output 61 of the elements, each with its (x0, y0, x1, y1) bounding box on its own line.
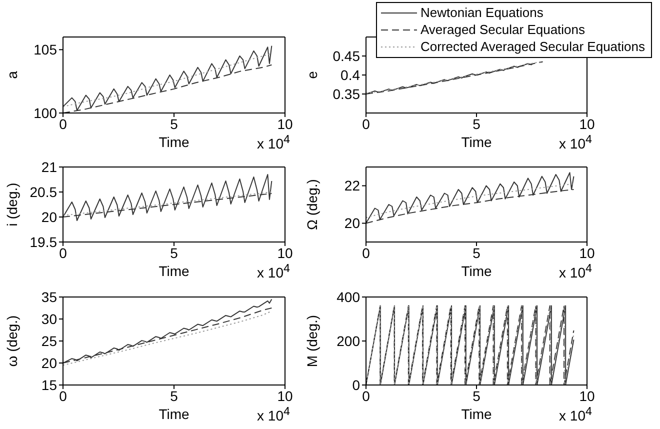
y-tick-label: 100 (34, 104, 58, 121)
x-axis-title: Time (158, 406, 190, 422)
text: x 10$^{4}$ (559, 262, 592, 281)
x-axis-title: Time (461, 406, 492, 422)
legend-label: Averaged Secular Equations (420, 21, 586, 38)
line-series (366, 183, 574, 218)
x-tick-label: 5 (170, 116, 178, 132)
text: x 10$^{4}$ (559, 405, 592, 424)
y-tick-label: 22 (344, 178, 360, 194)
y-axis-title: ω (deg.) (4, 315, 20, 367)
x-tick-label: 10 (277, 244, 293, 261)
x-axis-title: Time (461, 263, 492, 279)
y-axis-title: Ω (deg.) (304, 179, 320, 230)
y-axis-title: a (4, 70, 20, 79)
legend-label: Newtonian Equations (420, 4, 544, 21)
y-tick-label: 25 (41, 332, 58, 349)
x-tick-label: 0 (59, 244, 68, 261)
legend-label: Corrected Averaged Secular Equations (420, 38, 645, 55)
x-tick-label: 0 (362, 388, 370, 404)
x-tick-label: 0 (362, 244, 370, 261)
y-tick-label: 0.45 (332, 48, 360, 64)
x-tick-label: 10 (579, 388, 595, 404)
y-tick-label: 400 (336, 288, 360, 305)
line-series (63, 52, 272, 108)
x-tick-label: 5 (170, 244, 178, 261)
x-tick-label: 10 (277, 116, 293, 132)
y-tick-label: 35 (41, 288, 58, 305)
x-tick-label: 5 (472, 388, 481, 404)
x-tick-label: 5 (472, 116, 481, 132)
y-axis-title: e (304, 70, 320, 79)
y-tick-label: 19.5 (30, 234, 58, 250)
x-tick-label: 10 (579, 116, 595, 132)
text: x 10$^{4}$ (257, 405, 290, 424)
x-tick-label: 10 (579, 244, 595, 261)
y-axis-title: M (deg.) (304, 314, 320, 368)
y-tick-label: 20 (41, 208, 58, 225)
x-tick-label: 0 (362, 116, 370, 132)
y-tick-label: 21 (41, 158, 58, 175)
y-tick-label: 105 (34, 42, 58, 58)
y-tick-label: 0 (352, 376, 360, 393)
y-tick-label: 30 (41, 310, 58, 327)
line-series (63, 45, 272, 111)
y-axis-title: i (deg.) (4, 182, 20, 226)
y-tick-label: 0.4 (340, 66, 360, 83)
y-tick-label: 0.35 (332, 86, 360, 102)
x-axis-title: Time (158, 263, 190, 279)
y-tick-label: 200 (336, 332, 360, 349)
text: x 10$^{4}$ (559, 133, 592, 152)
y-tick-label: 20 (41, 354, 58, 371)
x-axis-title: Time (158, 134, 190, 150)
x-tick-label: 0 (59, 388, 68, 404)
y-tick-label: 15 (41, 376, 58, 393)
text: x 10$^{4}$ (257, 133, 290, 152)
x-tick-label: 5 (472, 244, 481, 261)
y-tick-label: 20 (344, 215, 360, 232)
x-tick-label: 5 (170, 388, 178, 404)
x-tick-label: 0 (59, 116, 68, 132)
text: x 10$^{4}$ (257, 262, 290, 281)
y-tick-label: 20.5 (30, 184, 58, 200)
x-tick-label: 10 (277, 388, 293, 404)
x-axis-title: Time (461, 134, 492, 150)
